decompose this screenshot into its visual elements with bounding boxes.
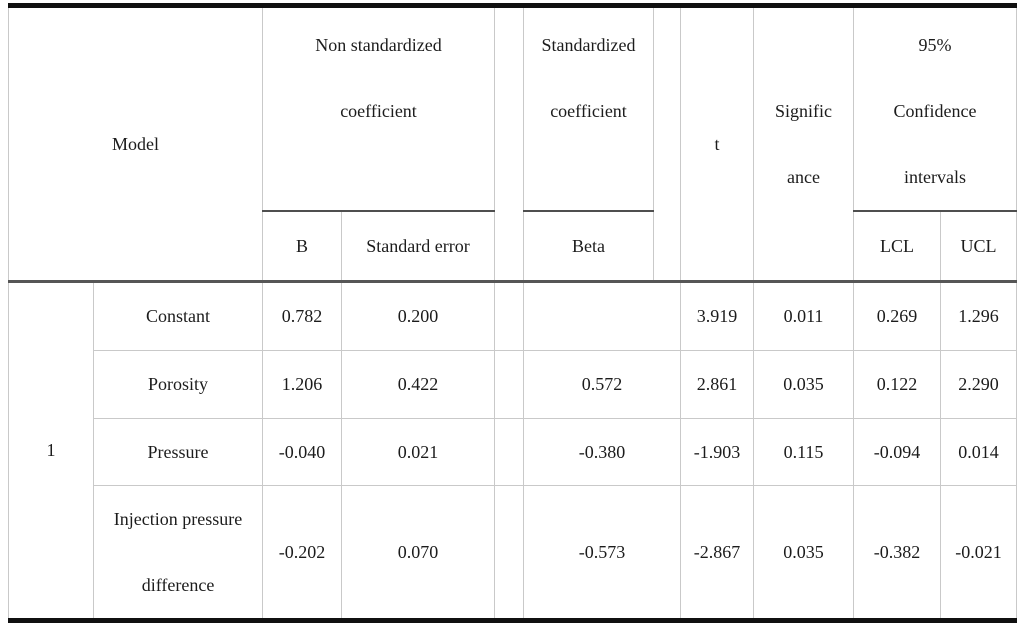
spacer-column [653, 5, 681, 283]
cell-t: 3.919 [680, 279, 754, 351]
col-header-beta: Beta [523, 210, 654, 282]
cell-significance: 0.035 [753, 349, 854, 419]
table-row: Injection pressure difference -0.202 0.0… [9, 484, 1017, 621]
col-header-standard-error: Standard error [341, 210, 495, 282]
table-row: Pressure -0.040 0.021 -0.380 -1.903 0.11… [9, 417, 1017, 486]
header-significance-line: ance [787, 166, 820, 187]
cell-t: 2.861 [680, 349, 754, 419]
spacer-column [494, 5, 524, 283]
variable-label: Injection pressure [113, 508, 243, 529]
variable-label: Constant [145, 306, 210, 326]
cell-beta: -0.573 [523, 484, 681, 621]
variable-label: Porosity [147, 374, 208, 394]
header-group-non-standardized-coefficient: Non standardized coefficient [262, 5, 495, 212]
cell-variable: Constant [93, 279, 263, 351]
cell-standard-error: 0.200 [341, 279, 495, 351]
header-model: Model [8, 5, 263, 282]
cell-standard-error: 0.422 [341, 349, 495, 419]
cell-lcl: -0.382 [853, 484, 941, 621]
cell-ucl: -0.021 [940, 484, 1017, 621]
header-t-label: t [714, 133, 720, 154]
regression-coefficients-table: Model Non standardized coefficient Stand… [8, 3, 1017, 623]
header-group-confidence-line: Confidence [893, 101, 977, 121]
cell-beta [523, 279, 681, 351]
cell-variable: Injection pressure difference [93, 484, 263, 621]
variable-label: difference [141, 574, 215, 595]
header-significance: Signific ance [753, 5, 854, 282]
cell-significance: 0.035 [753, 484, 854, 621]
header-t: t [680, 5, 754, 282]
col-header-lcl: LCL [853, 210, 941, 282]
header-model-label: Model [112, 133, 159, 154]
spacer-cell [494, 417, 524, 486]
header-group-standardized-line: Standardized [541, 35, 636, 55]
cell-t: -2.867 [680, 484, 754, 621]
cell-t: -1.903 [680, 417, 754, 486]
cell-b: -0.202 [262, 484, 342, 621]
cell-b: 0.782 [262, 279, 342, 351]
cell-ucl: 1.296 [940, 279, 1017, 351]
spacer-cell [494, 279, 524, 351]
cell-model-number: 1 [8, 279, 94, 621]
cell-lcl: 0.269 [853, 279, 941, 351]
header-group-confidence-line: intervals [904, 167, 966, 187]
cell-beta: -0.380 [523, 417, 681, 486]
spacer-cell [494, 484, 524, 621]
cell-ucl: 0.014 [940, 417, 1017, 486]
cell-standard-error: 0.070 [341, 484, 495, 621]
header-group-standardized-coefficient: Standardized coefficient [523, 5, 654, 212]
cell-lcl: 0.122 [853, 349, 941, 419]
cell-standard-error: 0.021 [341, 417, 495, 486]
col-header-ucl: UCL [940, 210, 1017, 282]
header-group-confidence-intervals: 95% Confidence intervals [853, 5, 1017, 212]
header-group-standardized-line: coefficient [550, 101, 627, 121]
cell-variable: Porosity [93, 349, 263, 419]
cell-significance: 0.011 [753, 279, 854, 351]
cell-significance: 0.115 [753, 417, 854, 486]
header-group-non-standardized-line: Non standardized [315, 35, 442, 55]
header-significance-line: Signific [775, 100, 832, 121]
variable-label: Pressure [147, 441, 209, 462]
spacer-cell [494, 349, 524, 419]
header-group-non-standardized-line: coefficient [340, 101, 417, 121]
cell-b: -0.040 [262, 417, 342, 486]
table-row: Porosity 1.206 0.422 0.572 2.861 0.035 0… [9, 349, 1017, 419]
col-header-b: B [262, 210, 342, 282]
header-group-confidence-line: 95% [918, 35, 952, 55]
cell-beta: 0.572 [523, 349, 681, 419]
cell-variable: Pressure [93, 417, 263, 486]
table-row: 1 Constant 0.782 0.200 3.919 0.011 0.269… [8, 279, 1017, 621]
cell-ucl: 2.290 [940, 349, 1017, 419]
cell-lcl: -0.094 [853, 417, 941, 486]
cell-b: 1.206 [262, 349, 342, 419]
